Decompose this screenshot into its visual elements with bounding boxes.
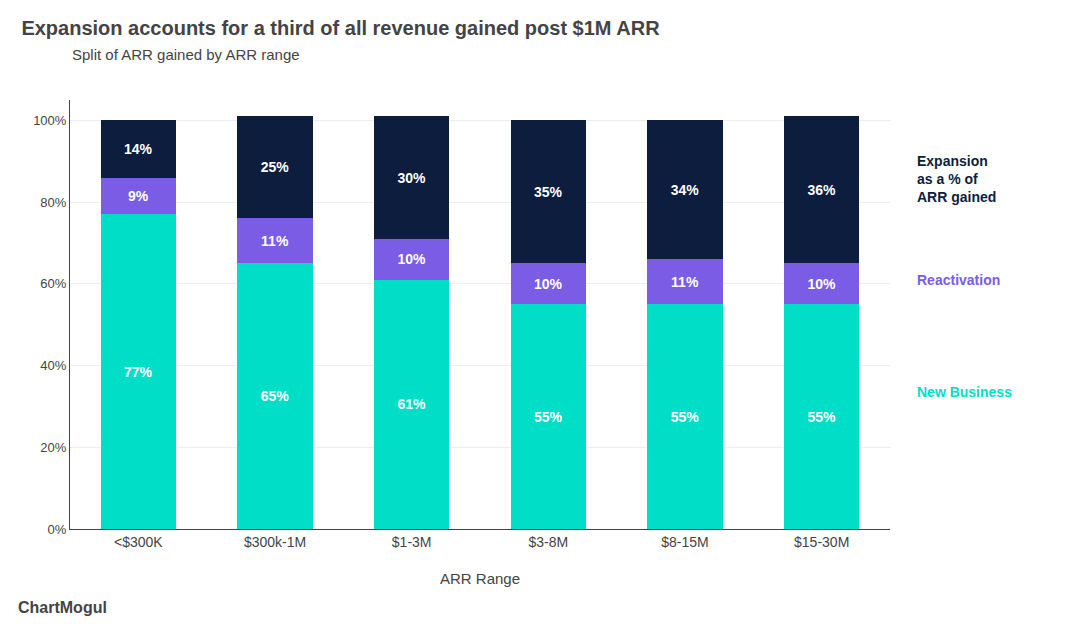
svg-text:20%: 20% (40, 440, 66, 455)
svg-text:11%: 11% (261, 233, 289, 249)
svg-text:<$300K: <$300K (114, 534, 163, 550)
svg-text:New Business: New Business (917, 384, 1012, 400)
svg-text:55%: 55% (671, 409, 700, 425)
svg-text:34%: 34% (671, 182, 700, 198)
svg-text:9%: 9% (128, 188, 149, 204)
svg-text:25%: 25% (261, 159, 290, 175)
svg-text:61%: 61% (397, 396, 426, 412)
svg-text:$300k-1M: $300k-1M (244, 534, 306, 550)
svg-text:55%: 55% (534, 409, 563, 425)
svg-text:55%: 55% (807, 409, 836, 425)
svg-text:$1-3M: $1-3M (392, 534, 432, 550)
svg-text:14%: 14% (124, 141, 153, 157)
svg-text:Split of ARR gained by ARR ran: Split of ARR gained by ARR range (72, 46, 300, 63)
svg-text:10%: 10% (534, 276, 563, 292)
svg-text:Expansion accounts for a third: Expansion accounts for a third of all re… (21, 17, 660, 39)
svg-text:$15-30M: $15-30M (794, 534, 849, 550)
svg-text:Reactivation: Reactivation (917, 272, 1000, 288)
svg-text:10%: 10% (807, 276, 836, 292)
svg-text:11%: 11% (671, 274, 699, 290)
svg-text:0%: 0% (48, 522, 67, 537)
svg-text:80%: 80% (40, 195, 66, 210)
svg-text:$3-8M: $3-8M (528, 534, 568, 550)
svg-text:10%: 10% (397, 251, 426, 267)
svg-text:60%: 60% (40, 276, 66, 291)
svg-text:65%: 65% (261, 388, 290, 404)
svg-text:$8-15M: $8-15M (661, 534, 708, 550)
svg-text:40%: 40% (40, 358, 66, 373)
svg-text:35%: 35% (534, 184, 563, 200)
svg-text:ARR Range: ARR Range (440, 570, 520, 587)
svg-text:Expansionas a % ofARR gained: Expansionas a % ofARR gained (917, 153, 996, 205)
svg-text:ChartMogul: ChartMogul (18, 599, 107, 616)
svg-text:36%: 36% (807, 182, 836, 198)
svg-text:30%: 30% (397, 170, 426, 186)
svg-text:100%: 100% (33, 113, 67, 128)
svg-text:77%: 77% (124, 364, 153, 380)
